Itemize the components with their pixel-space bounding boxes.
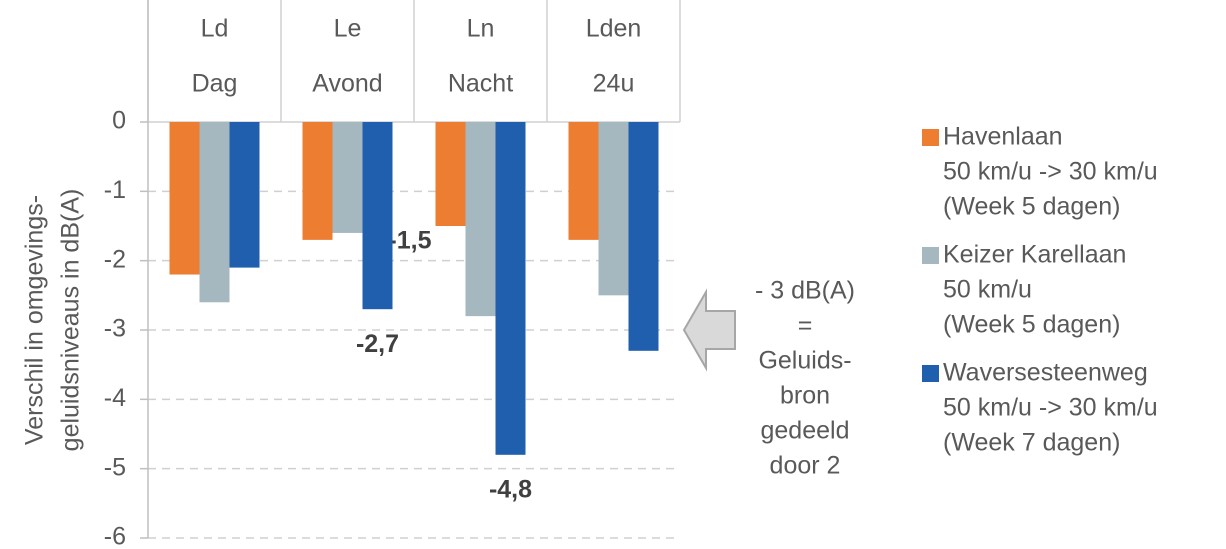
legend-swatch (922, 365, 939, 382)
x-tick-label: Avond (312, 70, 382, 98)
legend-label: Waversesteenweg (943, 359, 1148, 387)
y-tick-label: -1 (104, 176, 126, 204)
x-tick-label: Lden (586, 15, 642, 43)
x-tick-label: Nacht (448, 70, 513, 98)
arrow (682, 288, 736, 372)
legend-label: 50 km/u -> 30 km/u (943, 158, 1158, 186)
x-tick-label: Ln (467, 15, 495, 43)
bar (199, 122, 230, 303)
annotation: bron (780, 382, 830, 410)
bar (465, 122, 496, 317)
x-tick-label: Dag (192, 70, 238, 98)
y-tick-label: -3 (104, 315, 126, 343)
bar (568, 122, 599, 240)
bar (229, 122, 260, 268)
bar (598, 122, 629, 296)
annotation: - 3 dB(A) (755, 277, 855, 305)
legend-swatch (922, 247, 939, 264)
data-label: -4,8 (489, 475, 532, 503)
legend-label: Havenlaan (943, 123, 1063, 151)
y-tick-label: -6 (104, 523, 126, 549)
x-tick-label: 24u (593, 70, 635, 98)
x-tick-label: Ld (201, 15, 229, 43)
y-axis-label: geluidsniveaus in dB(A) (57, 189, 85, 452)
y-axis-label: Verschil in omgevings- (21, 195, 49, 445)
bar (362, 122, 393, 310)
annotation: door 2 (770, 452, 841, 480)
legend-label: Keizer Karellaan (943, 241, 1126, 269)
bar (169, 122, 200, 275)
bar (495, 122, 526, 455)
y-tick-label: -5 (104, 453, 126, 481)
legend-swatch (922, 129, 939, 146)
annotation: = (798, 312, 813, 340)
y-tick-label: -2 (104, 245, 126, 273)
y-tick-label: 0 (112, 107, 126, 135)
legend-label: 50 km/u -> 30 km/u (943, 394, 1158, 422)
x-tick-label: Le (334, 15, 362, 43)
legend-label: (Week 5 dagen) (943, 193, 1120, 221)
bar (435, 122, 466, 226)
legend-label: (Week 7 dagen) (943, 429, 1120, 457)
legend-label: 50 km/u (943, 276, 1032, 304)
legend-label: (Week 5 dagen) (943, 311, 1120, 339)
annotation: Geluids- (758, 347, 851, 375)
bar (302, 122, 333, 240)
bar (332, 122, 363, 233)
data-label: -1,5 (388, 227, 431, 255)
annotation: gedeeld (761, 417, 850, 445)
y-tick-label: -4 (104, 384, 126, 412)
bar (628, 122, 659, 351)
data-label: -2,7 (356, 330, 399, 358)
